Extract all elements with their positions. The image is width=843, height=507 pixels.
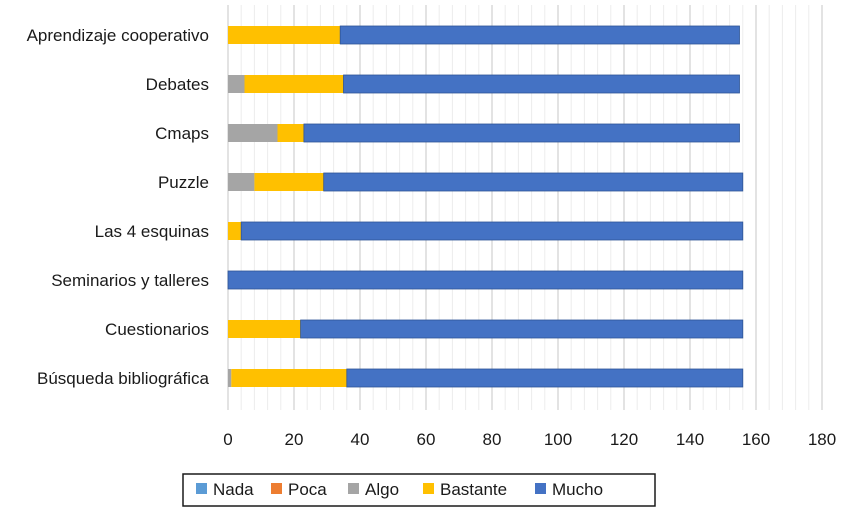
bar-segment-mucho [240,221,744,241]
legend-swatch-nada [196,483,207,494]
x-tick-labels: 0 20 40 60 80 100 120 140 160 180 [223,430,836,449]
category-label: Búsqueda bibliográfica [37,369,210,388]
bar-segment-algo [228,124,278,142]
bar-segment-bastante [244,75,344,93]
bar-segment-algo [228,173,255,191]
bar-segment-mucho [300,319,744,339]
bar-segment-mucho [343,74,740,94]
bar-segment-bastante [231,369,347,387]
legend-swatch-poca [271,483,282,494]
legend-label: Nada [213,480,254,499]
bar-segment-mucho [303,123,740,143]
legend-swatch-algo [348,483,359,494]
category-label: Seminarios y talleres [51,271,209,290]
legend-label: Mucho [552,480,603,499]
category-label: Aprendizaje cooperativo [27,26,209,45]
x-tick-label: 40 [351,430,370,449]
bar-segment-bastante [228,26,341,44]
x-tick-label: 60 [417,430,436,449]
x-tick-label: 0 [223,430,232,449]
legend: Nada Poca Algo Bastante Mucho [182,473,656,507]
bar-segment-algo [228,75,245,93]
x-tick-label: 120 [610,430,638,449]
bar-segment-bastante [254,173,324,191]
bar-segment-bastante [277,124,304,142]
bar-segment-mucho [227,270,744,290]
x-tick-label: 160 [742,430,770,449]
bar-segment-mucho [346,368,744,388]
bar-segment-mucho [339,25,740,45]
category-label: Cuestionarios [105,320,209,339]
x-tick-label: 80 [483,430,502,449]
category-labels: Aprendizaje cooperativo Debates Cmaps Puzzl… [27,26,210,388]
legend-label: Bastante [440,480,507,499]
gridlines [227,5,823,410]
bar-segment-bastante [228,222,242,240]
bar-segment-algo [228,369,232,387]
legend-label: Algo [365,480,399,499]
x-tick-label: 100 [544,430,572,449]
category-label: Cmaps [155,124,209,143]
x-tick-label: 140 [676,430,704,449]
legend-box [182,473,656,507]
bar-segment-bastante [228,320,301,338]
legend-label: Poca [288,480,327,499]
bars [227,25,744,388]
legend-swatch-bastante [423,483,434,494]
bar-segment-mucho [323,172,744,192]
x-tick-label: 20 [285,430,304,449]
legend-swatch-mucho [535,483,546,494]
category-label: Las 4 esquinas [95,222,209,241]
category-label: Puzzle [158,173,209,192]
category-label: Debates [146,75,209,94]
x-tick-label: 180 [808,430,836,449]
